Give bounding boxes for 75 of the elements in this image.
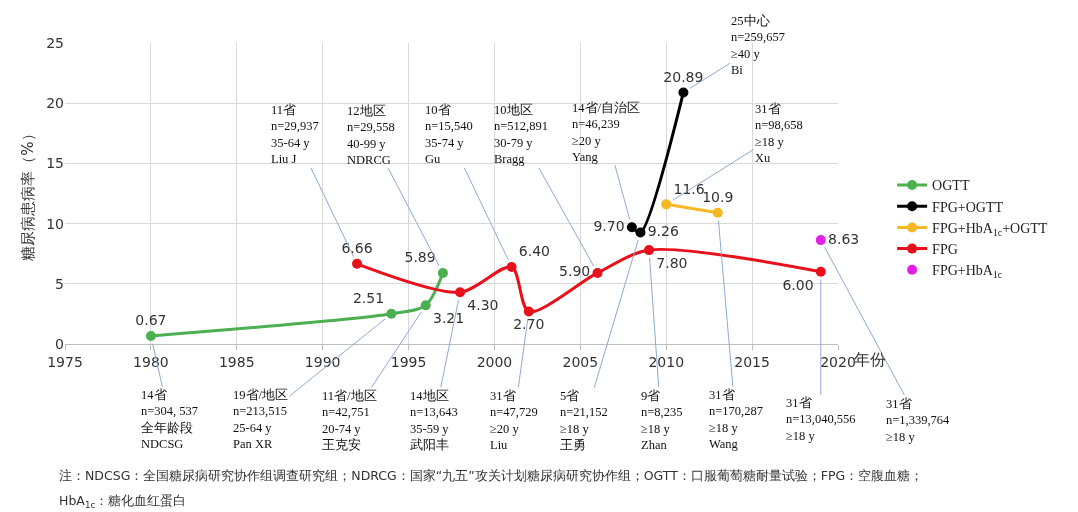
data-label: 3.21 xyxy=(432,310,465,327)
point xyxy=(712,207,723,218)
legend-label: OGTT xyxy=(932,178,970,194)
annotation: 31省 n=98,658 ≥18 y Xu xyxy=(755,102,803,165)
annotation: 31省 n=47,729 ≥20 y Liu xyxy=(490,389,538,452)
annotation: 5省 n=21,152 ≥18 y 王勇 xyxy=(560,389,608,452)
point xyxy=(635,227,646,238)
annotation: 10地区 n=512,891 30-79 y Bragg xyxy=(494,103,548,166)
annotation: 31省 n=13,040,556 ≥18 y xyxy=(786,396,856,443)
point xyxy=(352,258,363,269)
x-tick-label: 1995 xyxy=(390,353,427,370)
text: 注：NDCSG：全国糖尿病研究协作组调查研究组；NDRCG：国家“九五”攻关计划糖尿病研究协作组；OGTT：口服葡萄糖耐量试验；FPG：空腹血糖； xyxy=(59,468,924,483)
point xyxy=(815,266,826,277)
point xyxy=(420,300,431,311)
data-label: 5.90 xyxy=(559,263,591,280)
data-label: 9.70 xyxy=(593,217,625,234)
annotation: 12地区 n=29,558 40-99 y NDRCG xyxy=(347,104,395,167)
annotation: 25中心 n=259,657 ≥40 y Bi xyxy=(731,13,785,77)
y-tick-label: 10 xyxy=(46,215,64,232)
annotation: 31省 n=1,339,764 ≥18 y xyxy=(886,397,951,444)
data-label: 9.26 xyxy=(647,223,679,240)
data-label: 4.30 xyxy=(467,296,499,313)
point xyxy=(661,199,672,210)
data-label: 8.63 xyxy=(828,230,860,247)
data-label: 6.00 xyxy=(782,276,814,293)
data-label: 0.67 xyxy=(135,312,167,329)
data-label: 6.66 xyxy=(341,240,373,257)
data-label: 2.70 xyxy=(513,316,545,333)
legend-label: FPG+OGTT xyxy=(932,199,1004,215)
x-tick-label: 1985 xyxy=(218,353,255,370)
x-tick-label: 2010 xyxy=(648,353,685,370)
x-tick-label: 1975 xyxy=(47,353,83,370)
annotation: 11省/地区 n=42,751 20-74 y 王克安 xyxy=(322,389,377,452)
y-axis-title: 糖尿病患病率（%） xyxy=(19,126,38,261)
point xyxy=(506,261,517,272)
text: HbA$_{1c}$：糖化血红蛋白 xyxy=(59,493,187,510)
legend-label: FPG+HbA$_{1c}$ xyxy=(932,263,1003,281)
data-label: 20.89 xyxy=(663,68,704,85)
annotation: 31省 n=170,287 ≥18 y Wang xyxy=(709,388,763,451)
point xyxy=(678,87,689,98)
point xyxy=(626,222,637,233)
annotation: 9省 n=8,235 ≥18 y Zhan xyxy=(641,389,683,452)
point xyxy=(455,287,466,298)
x-axis-title: 年份 xyxy=(854,350,886,369)
data-label: 5.89 xyxy=(404,249,436,266)
point xyxy=(644,245,655,256)
y-tick-label: 15 xyxy=(46,155,64,172)
x-tick-label: 2000 xyxy=(476,353,513,370)
legend-label: FPG xyxy=(932,242,958,258)
annotation: 19省/地区 n=213,515 25-64 y Pan XR xyxy=(233,388,288,451)
point xyxy=(815,235,826,246)
x-tick-label: 2005 xyxy=(562,353,599,370)
x-tick-label: 2015 xyxy=(734,353,770,370)
annotation: 14地区 n=13,643 35-59 y 武阳丰 xyxy=(410,389,458,452)
annotation: 11省 n=29,937 35-64 y Liu J xyxy=(271,103,319,166)
y-tick-label: 0 xyxy=(55,335,64,352)
y-tick-label: 25 xyxy=(46,34,64,51)
y-tick-label: 5 xyxy=(55,275,64,292)
data-label: 7.80 xyxy=(656,254,688,271)
legend-label: FPG+HbA$_{1c}$+OGTT xyxy=(932,220,1048,238)
point xyxy=(592,267,603,278)
x-tick-label: 2020 xyxy=(820,353,856,370)
x-tick-label: 1980 xyxy=(133,353,169,370)
point xyxy=(145,330,156,341)
annotation: 14省/自治区 n=46,239 ≥20 y Yang xyxy=(572,101,640,164)
point xyxy=(523,306,534,317)
point xyxy=(386,308,397,319)
y-tick-label: 20 xyxy=(46,95,64,112)
data-label: 6.40 xyxy=(518,243,551,260)
annotation: 14省 n=304, 537 全年龄段 NDCSG xyxy=(141,388,199,451)
x-tick-label: 1990 xyxy=(304,353,341,370)
annotation: 10省 n=15,540 35-74 y Gu xyxy=(425,103,473,166)
data-label: 11.6 xyxy=(673,180,705,197)
point xyxy=(437,268,448,279)
data-label: 2.51 xyxy=(352,290,385,307)
